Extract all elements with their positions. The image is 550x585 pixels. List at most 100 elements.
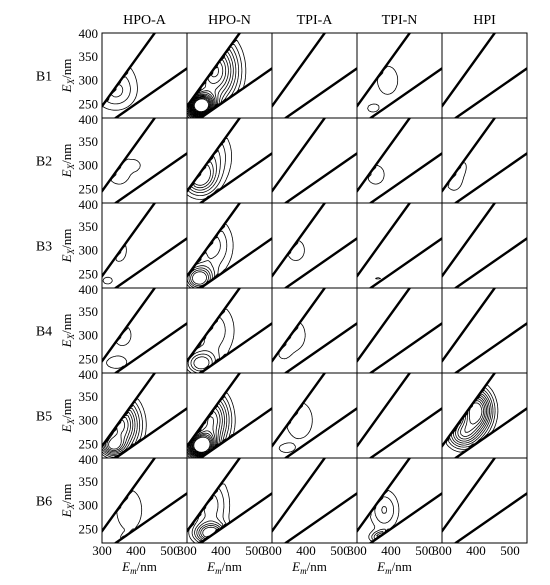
rayleigh-scatter-line — [357, 458, 411, 534]
second-order-scatter-line — [114, 237, 187, 288]
second-order-scatter-line — [114, 152, 187, 203]
rayleigh-scatter-line — [357, 373, 411, 449]
rayleigh-scatter-line — [102, 33, 156, 109]
second-order-scatter-line — [114, 67, 187, 118]
rayleigh-scatter-line — [357, 203, 411, 279]
eem-panel — [441, 287, 528, 374]
y-tick-label: 300 — [79, 158, 99, 173]
y-tick-label: 250 — [79, 266, 99, 281]
eem-panel — [356, 372, 443, 459]
rayleigh-scatter-line — [102, 288, 156, 364]
y-tick-label: 250 — [79, 436, 99, 451]
y-tick-label: 350 — [79, 304, 99, 319]
contour-lines — [188, 483, 231, 543]
x-tick-label: 500 — [415, 543, 435, 558]
y-tick-label: 400 — [79, 367, 99, 382]
second-order-scatter-line — [369, 322, 442, 373]
column-headers: HPO-A HPO-N TPI-A TPI-N HPI — [123, 13, 496, 28]
x-axis-label: Em/nm — [206, 559, 242, 576]
second-order-scatter-line — [199, 492, 272, 543]
second-order-scatter-line — [454, 67, 527, 118]
x-tick-label: 300 — [347, 543, 367, 558]
second-order-scatter-line — [454, 492, 527, 543]
eem-panel — [271, 117, 358, 204]
contour-lines — [187, 392, 236, 458]
rayleigh-scatter-line — [102, 203, 156, 279]
y-tick-labels: 2503003504002503003504002503003504002503… — [79, 26, 99, 536]
y-tick-label: 400 — [79, 452, 99, 467]
y-tick-label: 400 — [79, 282, 99, 297]
y-tick-label: 350 — [79, 219, 99, 234]
eem-panel — [101, 202, 188, 289]
x-tick-label: 400 — [296, 543, 316, 558]
eem-panel — [356, 32, 443, 119]
contour-lines — [367, 65, 399, 113]
eem-panel — [441, 32, 528, 119]
contour-lines — [367, 164, 385, 185]
y-axis-label: EX/nm — [59, 484, 76, 519]
eem-panel — [441, 117, 528, 204]
second-order-scatter-line — [199, 407, 272, 458]
second-order-scatter-line — [114, 322, 187, 373]
y-tick-label: 250 — [79, 521, 99, 536]
rayleigh-scatter-line — [272, 118, 326, 194]
contour-lines — [102, 68, 138, 111]
rayleigh-scatter-line — [272, 458, 326, 534]
second-order-scatter-line — [454, 152, 527, 203]
eem-panel — [271, 287, 358, 374]
row-label: B6 — [36, 495, 52, 510]
eem-panel — [186, 457, 273, 544]
eem-panel — [441, 372, 528, 459]
x-tick-label: 500 — [160, 543, 180, 558]
y-tick-label: 300 — [79, 243, 99, 258]
x-axis-label: Em/nm — [291, 559, 327, 576]
contour-lines — [375, 277, 381, 280]
rayleigh-scatter-line — [442, 33, 496, 109]
contour-lines — [102, 398, 147, 458]
y-axis-label: EX/nm — [59, 314, 76, 349]
rayleigh-scatter-line — [442, 288, 496, 364]
eem-panel — [186, 117, 273, 204]
contour-lines — [116, 490, 143, 539]
second-order-scatter-line — [369, 237, 442, 288]
second-order-scatter-line — [284, 237, 357, 288]
panel-grid — [101, 32, 528, 544]
eem-panel — [441, 457, 528, 544]
eem-panel — [186, 287, 273, 374]
x-tick-label: 400 — [126, 543, 146, 558]
eem-panel — [101, 457, 188, 544]
second-order-scatter-line — [199, 237, 272, 288]
eem-panel — [271, 457, 358, 544]
eem-panel — [186, 372, 273, 459]
y-tick-label: 350 — [79, 474, 99, 489]
second-order-scatter-line — [284, 492, 357, 543]
contour-lines — [187, 137, 232, 200]
x-tick-label: 400 — [211, 543, 231, 558]
x-axis-labels: Em/nm Em/nm Em/nm Em/nm — [121, 559, 412, 576]
rayleigh-scatter-line — [187, 118, 241, 194]
x-tick-label: 400 — [381, 543, 401, 558]
x-tick-label: 300 — [432, 543, 452, 558]
rayleigh-scatter-line — [187, 373, 241, 449]
x-axis-label: Em/nm — [376, 559, 412, 576]
eem-panel — [186, 202, 273, 289]
y-axis-label: EX/nm — [59, 59, 76, 94]
rayleigh-scatter-line — [102, 458, 156, 534]
column-header: HPO-N — [208, 13, 251, 28]
second-order-scatter-line — [199, 322, 272, 373]
second-order-scatter-line — [284, 67, 357, 118]
second-order-scatter-line — [114, 492, 187, 543]
rayleigh-scatter-line — [272, 203, 326, 279]
rayleigh-scatter-line — [102, 118, 156, 194]
y-axis-label: EX/nm — [59, 144, 76, 179]
x-tick-label: 300 — [177, 543, 197, 558]
contour-lines — [278, 323, 306, 360]
second-order-scatter-line — [284, 407, 357, 458]
second-order-scatter-line — [284, 152, 357, 203]
second-order-scatter-line — [199, 152, 272, 203]
second-order-scatter-line — [369, 67, 442, 118]
eem-panel — [356, 202, 443, 289]
rayleigh-scatter-line — [442, 118, 496, 194]
